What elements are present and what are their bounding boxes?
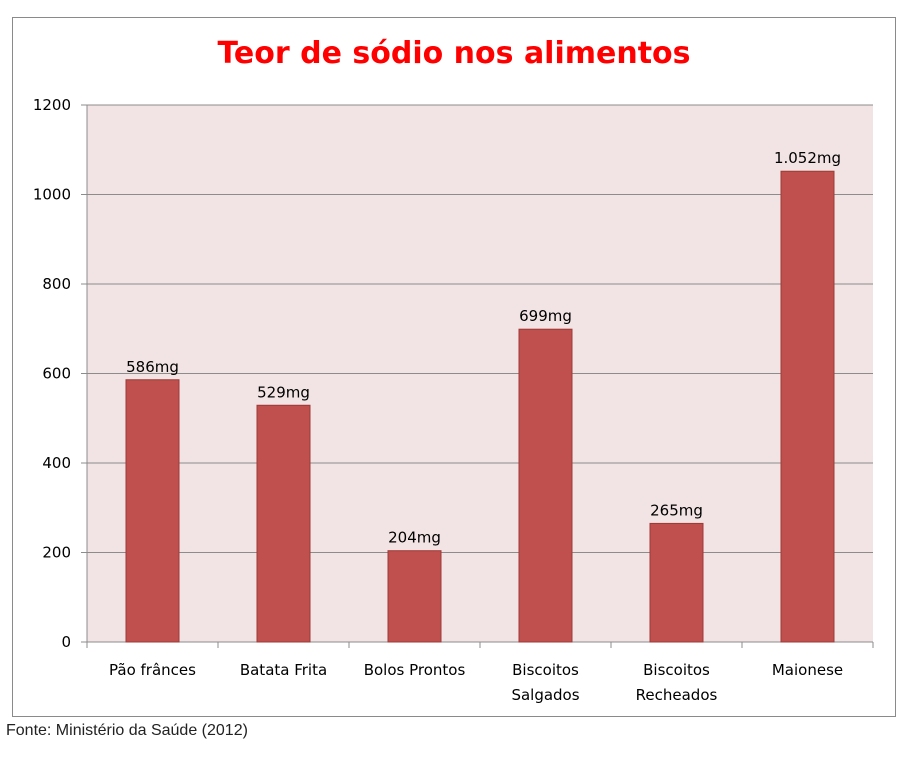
data-label: 1.052mg: [774, 149, 841, 167]
chart-title: Teor de sódio nos alimentos: [217, 36, 691, 71]
y-tick-label: 1200: [33, 96, 71, 114]
data-label: 265mg: [650, 501, 703, 519]
data-label: 204mg: [388, 529, 441, 547]
data-label: 699mg: [519, 307, 572, 325]
bar: [125, 379, 180, 643]
category-label: Pão frânces: [109, 661, 196, 679]
category-label: Maionese: [772, 661, 843, 679]
bar: [780, 170, 835, 643]
y-tick-label: 400: [42, 454, 71, 472]
y-tick-label: 600: [42, 365, 71, 383]
bar: [387, 550, 442, 643]
category-label: Bolos Prontos: [364, 661, 466, 679]
category-label: Salgados: [511, 686, 579, 704]
data-label: 586mg: [126, 358, 179, 376]
category-label: Recheados: [636, 686, 718, 704]
data-label: 529mg: [257, 383, 310, 401]
category-label: Biscoitos: [643, 661, 710, 679]
category-label: Biscoitos: [512, 661, 579, 679]
y-tick-label: 0: [61, 633, 71, 651]
bar: [518, 328, 573, 643]
y-tick-label: 1000: [33, 186, 71, 204]
y-tick-label: 800: [42, 275, 71, 293]
category-label: Batata Frita: [240, 661, 327, 679]
bar: [256, 404, 311, 643]
source-note: Fonte: Ministério da Saúde (2012): [6, 722, 248, 739]
bar: [649, 522, 704, 643]
y-tick-label: 200: [42, 544, 71, 562]
